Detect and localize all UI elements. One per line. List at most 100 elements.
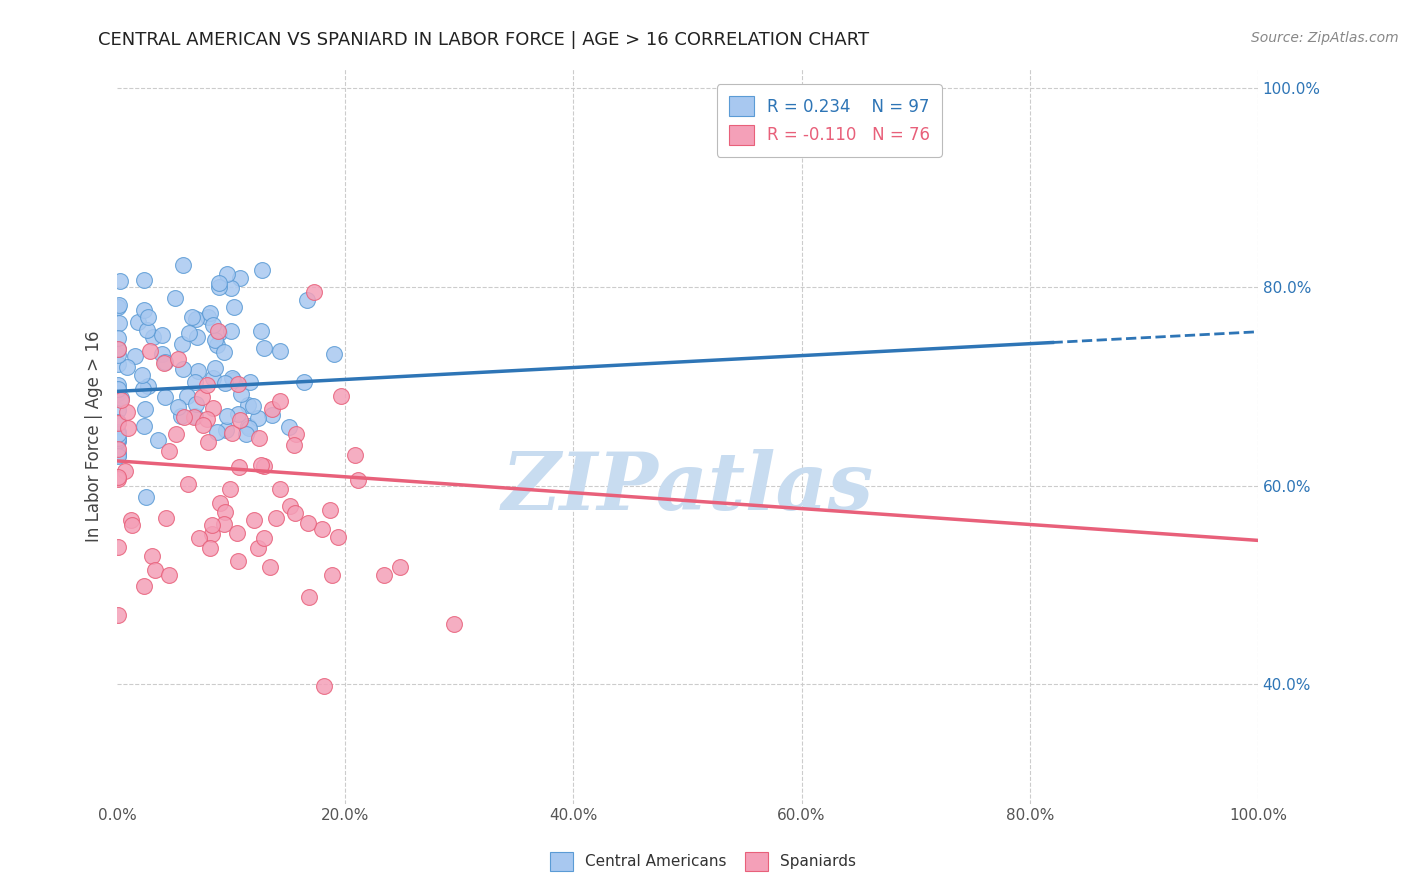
Point (347, 474, 370, 488)
Point (108, 298, 131, 312)
Point (176, 389, 198, 403)
Point (278, 499, 301, 513)
Point (221, 426, 243, 441)
Point (236, 418, 259, 433)
Point (344, 448, 367, 462)
Point (209, 496, 232, 510)
Point (207, 324, 229, 338)
Point (197, 435, 219, 450)
Point (107, 382, 129, 396)
Text: ZIPatlas: ZIPatlas (502, 449, 873, 526)
Point (107, 434, 129, 448)
Point (107, 316, 129, 330)
Point (253, 458, 276, 473)
Point (302, 285, 325, 299)
Point (141, 549, 163, 563)
Point (259, 560, 281, 574)
Point (269, 343, 291, 358)
Point (107, 416, 129, 430)
Point (184, 312, 207, 326)
Point (107, 434, 129, 448)
Point (134, 302, 156, 317)
Point (285, 427, 308, 442)
Point (110, 392, 132, 406)
Legend: R = 0.234    N = 97, R = -0.110   N = 76: R = 0.234 N = 97, R = -0.110 N = 76 (717, 84, 942, 156)
Point (153, 355, 176, 369)
Point (187, 364, 209, 378)
Point (201, 518, 224, 533)
Point (239, 375, 262, 389)
Point (191, 390, 214, 404)
Point (139, 344, 162, 359)
Point (107, 472, 129, 486)
Point (183, 410, 205, 425)
Point (204, 360, 226, 375)
Point (326, 530, 349, 544)
Point (152, 327, 174, 342)
Point (292, 376, 315, 390)
Point (250, 324, 273, 338)
Point (115, 404, 138, 418)
Point (214, 345, 236, 359)
Point (184, 396, 207, 410)
Point (297, 293, 319, 308)
Point (229, 386, 252, 401)
Point (208, 280, 231, 294)
Legend: Central Americans, Spaniards: Central Americans, Spaniards (541, 843, 865, 880)
Point (177, 476, 200, 491)
Point (373, 567, 395, 582)
Point (197, 310, 219, 324)
Point (107, 449, 129, 463)
Point (184, 409, 207, 423)
Point (142, 330, 165, 344)
Point (221, 324, 243, 338)
Point (134, 418, 156, 433)
Point (107, 402, 129, 417)
Point (298, 591, 321, 605)
Point (155, 510, 177, 524)
Point (107, 607, 129, 622)
Point (107, 348, 129, 362)
Point (246, 541, 269, 555)
Point (107, 385, 129, 400)
Point (283, 438, 305, 452)
Point (138, 310, 160, 324)
Point (107, 448, 129, 462)
Point (153, 356, 176, 370)
Point (115, 360, 138, 375)
Point (127, 315, 149, 329)
Point (107, 469, 129, 483)
Point (235, 427, 257, 442)
Point (208, 326, 231, 340)
Point (319, 503, 342, 517)
Point (180, 310, 202, 324)
Point (135, 490, 157, 504)
Point (107, 431, 129, 445)
Point (136, 379, 159, 393)
Point (157, 568, 180, 582)
Point (219, 483, 242, 497)
Point (250, 263, 273, 277)
Point (153, 390, 176, 404)
Point (191, 418, 214, 433)
Point (242, 400, 264, 414)
Point (120, 513, 142, 527)
Point (124, 349, 146, 363)
Point (107, 442, 129, 456)
Point (186, 330, 208, 344)
Point (264, 511, 287, 525)
Point (284, 506, 307, 520)
Point (134, 401, 156, 416)
Point (184, 375, 207, 389)
Point (107, 358, 129, 372)
Point (215, 423, 238, 437)
Point (136, 323, 159, 337)
Point (132, 272, 155, 286)
Point (107, 540, 129, 554)
Point (145, 564, 167, 578)
Point (329, 389, 352, 403)
Point (201, 318, 224, 332)
Point (205, 425, 228, 439)
Point (269, 482, 291, 496)
Point (238, 398, 260, 412)
